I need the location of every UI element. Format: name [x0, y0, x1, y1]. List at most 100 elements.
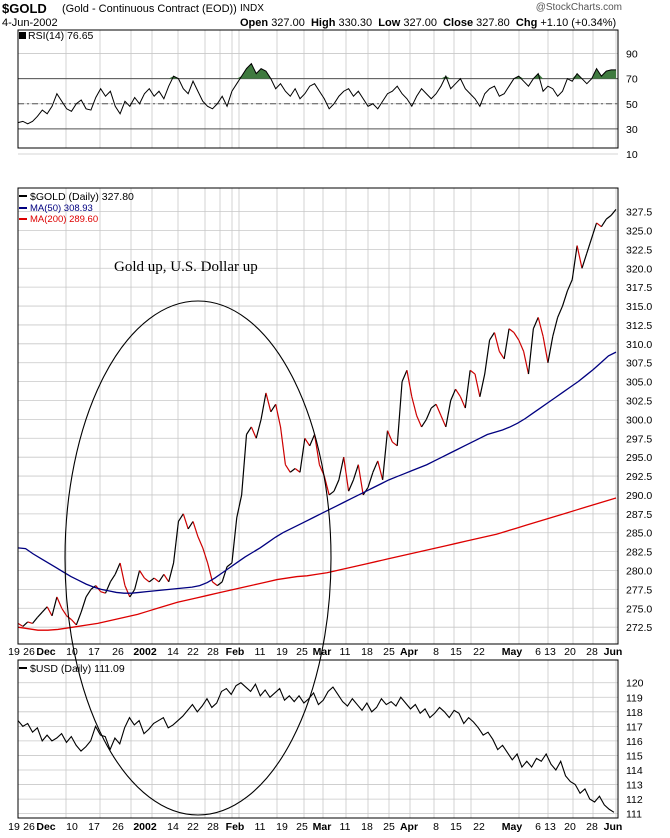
gold-tick-label: 292.5 — [626, 471, 652, 483]
gold-price-segment — [479, 373, 486, 397]
gold-price-segment — [391, 441, 398, 447]
x-axis-label: 10 — [66, 821, 78, 833]
gold-price-segment — [216, 581, 223, 587]
gold-panel-border — [17, 187, 619, 645]
gold-price-segment — [100, 591, 106, 594]
x-axis-label: 17 — [88, 646, 100, 658]
x-axis-label: 20 — [564, 821, 576, 833]
x-axis-label: 14 — [167, 646, 179, 658]
gold-tick-label: 302.5 — [626, 395, 652, 407]
gold-price-segment — [22, 621, 29, 627]
usd-tick-label: 120 — [626, 678, 644, 690]
gold-price-segment — [571, 245, 578, 280]
gold-price-segment — [124, 585, 131, 598]
gold-price-segment — [168, 562, 175, 582]
gold-price-segment — [343, 457, 350, 492]
gold-price-segment — [32, 616, 38, 624]
gold-price-segment — [566, 279, 573, 292]
x-axis-label: 2002 — [133, 821, 157, 833]
gold-legend: $GOLD (Daily) 327.80 — [30, 191, 134, 203]
gold-price-segment — [561, 290, 568, 307]
gold-price-segment — [119, 562, 126, 586]
gold-price-segment — [46, 606, 53, 617]
gold-price-segment — [299, 438, 306, 473]
x-axis-label: 28 — [207, 821, 219, 833]
gold-price-segment — [236, 494, 243, 518]
usd-legend: $USD (Daily) 111.09 — [30, 663, 125, 675]
gold-price-segment — [148, 577, 155, 583]
gold-price-segment — [61, 607, 68, 617]
gold-price-segment — [328, 490, 335, 496]
gold-price-segment — [537, 317, 544, 337]
gold-tick-label: 305.0 — [626, 377, 652, 389]
gold-price-segment — [158, 573, 165, 583]
gold-price-segment — [416, 415, 423, 428]
gold-tick-label: 325.0 — [626, 225, 652, 237]
usd-tick-label: 116 — [626, 736, 643, 748]
high-label: High — [310, 17, 336, 29]
gold-price-segment — [51, 596, 58, 616]
chg-label: Chg — [515, 17, 538, 29]
x-axis-label: May — [502, 821, 523, 833]
rsi-tick-label: 30 — [626, 124, 638, 136]
gold-price-segment — [527, 328, 534, 375]
ma50-legend: MA(50) 308.93 — [30, 203, 93, 214]
ma200-legend: MA(200) 289.60 — [30, 214, 98, 225]
gold-tick-label: 315.0 — [626, 301, 652, 313]
gold-price-segment — [313, 434, 321, 465]
gold-price-segment — [459, 396, 466, 409]
x-axis-label: 19 — [8, 646, 20, 658]
gold-price-segment — [586, 237, 593, 254]
x-axis-label: Jun — [604, 646, 623, 658]
x-axis-label: 6 — [535, 646, 541, 658]
usd-tick-label: 114 — [626, 765, 643, 777]
gold-price-segment — [464, 370, 471, 409]
gold-price-segment — [294, 468, 301, 473]
gold-tick-label: 307.5 — [626, 358, 652, 370]
usd-tick-label: 118 — [626, 707, 643, 719]
x-axis-label: Apr — [400, 646, 418, 658]
gold-tick-label: 327.5 — [626, 207, 652, 219]
gold-price-segment — [260, 392, 267, 420]
gold-price-segment — [421, 419, 427, 428]
x-axis-label: 22 — [187, 646, 199, 658]
x-axis-label: 28 — [207, 646, 219, 658]
chg-value: +1.10 (+0.34%) — [540, 17, 617, 29]
x-axis-label: 8 — [433, 646, 439, 658]
gold-price-segment — [192, 521, 199, 537]
x-axis-label: 11 — [340, 821, 351, 833]
gold-price-segment — [386, 430, 393, 443]
gold-price-segment — [187, 521, 194, 530]
gold-price-segment — [109, 573, 116, 583]
gold-price-segment — [270, 403, 277, 413]
gold-price-segment — [484, 339, 491, 375]
gold-price-segment — [518, 339, 525, 352]
gold-price-segment — [265, 392, 272, 412]
usd-tick-label: 117 — [626, 721, 643, 733]
x-axis-label: 15 — [450, 646, 462, 658]
x-axis-label: 22 — [187, 821, 199, 833]
gold-price-segment — [357, 464, 364, 496]
gold-price-segment — [542, 336, 549, 363]
x-axis-label: 17 — [88, 821, 100, 833]
x-axis-label: 18 — [361, 821, 373, 833]
gold-tick-label: 272.5 — [626, 622, 652, 634]
gold-price-segment — [396, 381, 403, 446]
x-axis-label: May — [502, 646, 523, 658]
gold-price-segment — [581, 252, 588, 269]
usd-tick-label: 111 — [626, 809, 642, 821]
usd-tick-label: 112 — [626, 794, 643, 806]
gold-price-segment — [245, 426, 252, 435]
gold-price-segment — [450, 388, 457, 401]
rsi-tick-label: 50 — [626, 99, 638, 111]
x-axis-label: 11 — [255, 821, 266, 833]
gold-price-segment — [85, 589, 92, 598]
rsi-tick-label: 10 — [626, 149, 638, 161]
gold-tick-label: 277.5 — [626, 584, 652, 596]
x-axis-label: 20 — [564, 646, 576, 658]
gold-price-segment — [610, 208, 617, 216]
gold-price-segment — [71, 619, 77, 626]
gold-price-segment — [221, 566, 228, 583]
gold-price-segment — [212, 581, 218, 587]
gold-price-segment — [80, 596, 87, 613]
